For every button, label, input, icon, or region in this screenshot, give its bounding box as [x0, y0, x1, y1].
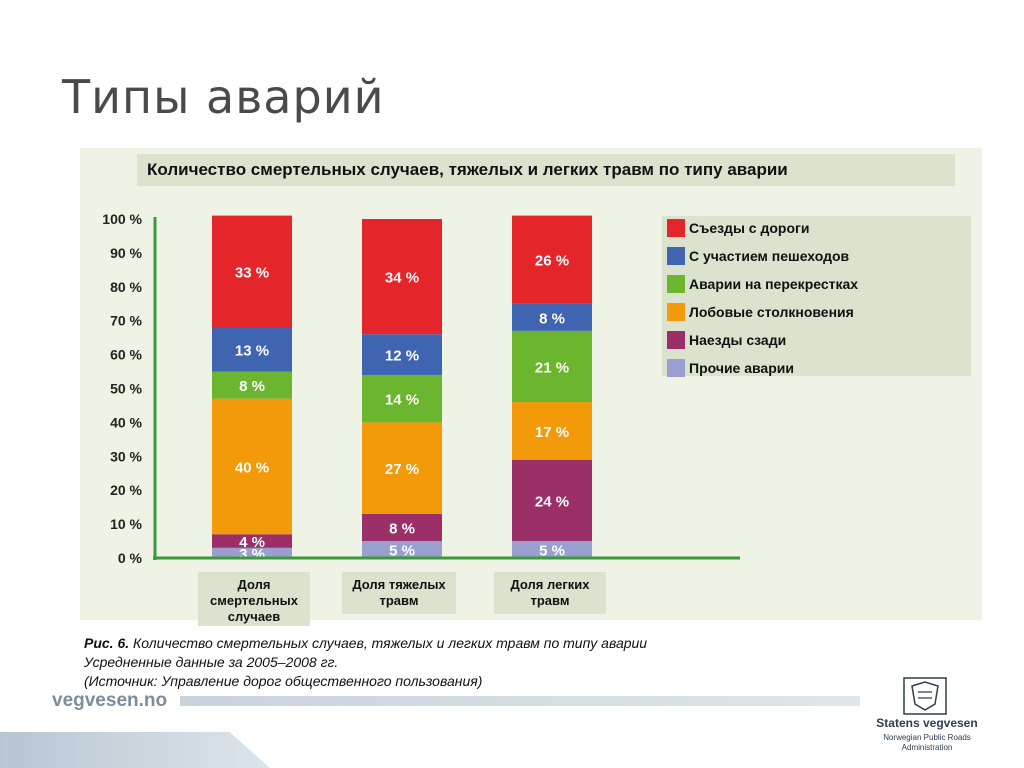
bar-segment [212, 371, 292, 399]
bar-segment [512, 459, 592, 542]
y-tick-label: 90 % [110, 245, 142, 261]
x-category-label: Доля смертельных случаев [198, 572, 310, 626]
slide-title: Типы аварий [62, 70, 385, 124]
bar-segment [362, 334, 442, 375]
bar-segment [512, 402, 592, 460]
figure-heading: Количество смертельных случаев, тяжелых … [137, 154, 955, 186]
x-category-label-line: травм [530, 593, 570, 608]
figure-caption: Рис. 6. Количество смертельных случаев, … [84, 634, 647, 691]
org-subtitle-line-2: Administration [901, 743, 953, 752]
y-tick-label: 60 % [110, 347, 142, 363]
legend-label: Прочие аварии [689, 360, 794, 376]
chart-legend: Съезды с дороги С участием пешеходов Авари… [662, 216, 971, 377]
bar-segment [212, 398, 292, 535]
bar-data-label: 34 % [385, 270, 419, 287]
legend-swatch [667, 275, 685, 293]
y-tick-label: 20 % [110, 482, 142, 498]
legend-swatch [667, 219, 685, 237]
x-category-label: Доля легких травм [494, 572, 606, 614]
caption-title: Количество смертельных случаев, тяжелых … [129, 635, 648, 651]
y-tick-label: 70 % [110, 313, 142, 329]
legend-swatch [667, 247, 685, 265]
org-subtitle-line-1: Norwegian Public Roads [883, 733, 971, 742]
bar-data-label: 14 % [385, 392, 419, 409]
bar-segment [212, 547, 292, 558]
bar-data-label: 8 % [539, 310, 565, 327]
legend-swatch [667, 359, 685, 377]
bar-segment [512, 330, 592, 403]
y-tick-label: 10 % [110, 516, 142, 532]
bar-data-label: 27 % [385, 461, 419, 478]
y-tick-label: 100 % [102, 211, 142, 227]
bar-data-label: 40 % [235, 459, 269, 476]
y-tick-label: 30 % [110, 448, 142, 464]
legend-label: Аварии на перекрестках [689, 276, 859, 292]
bar-segment [512, 303, 592, 331]
site-link[interactable]: vegvesen.no [52, 690, 168, 711]
y-tick-label: 0 % [118, 550, 143, 566]
y-tick-label: 50 % [110, 381, 142, 397]
caption-line-3: (Источник: Управление дорог общественног… [84, 673, 483, 689]
x-category-label-line: Доля легких [510, 577, 590, 592]
bar-data-label: 8 % [389, 520, 415, 537]
caption-line-2: Усредненные данные за 2005–2008 гг. [84, 654, 339, 670]
bar-data-label: 13 % [235, 343, 269, 360]
x-category-label: Доля тяжелых травм [342, 572, 456, 614]
bar-segment [212, 534, 292, 548]
legend-label: Наезды сзади [689, 332, 787, 348]
bar-segment [212, 215, 292, 328]
bar-data-label: 8 % [239, 378, 265, 395]
bar-segment [362, 219, 442, 335]
bar-data-label: 33 % [235, 265, 269, 282]
x-category-label-line: случаев [227, 609, 281, 624]
bar-segment [362, 422, 442, 514]
bar-data-label: 5 % [539, 543, 565, 560]
bar-data-label: 24 % [535, 493, 569, 510]
x-category-label-line: смертельных [210, 593, 298, 608]
x-category-label-line: Доля тяжелых [352, 577, 446, 592]
shield-emblem-icon [903, 677, 947, 715]
x-category-label-line: травм [379, 593, 419, 608]
bar-segment [512, 215, 592, 304]
legend-label: Съезды с дороги [689, 220, 810, 236]
legend-swatch [667, 331, 685, 349]
bar-data-label: 12 % [385, 348, 419, 365]
bar-segment [362, 374, 442, 423]
caption-line-1: Рис. 6. Количество смертельных случаев, … [84, 634, 647, 653]
x-category-label-line: Доля [237, 577, 271, 592]
bar-data-label: 26 % [535, 253, 569, 270]
legend-swatch [667, 303, 685, 321]
footer-wedge [0, 732, 270, 768]
y-tick-label: 80 % [110, 279, 142, 295]
org-name: Statens vegvesen [876, 716, 978, 730]
bar-data-label: 21 % [535, 359, 569, 376]
bar-segment [362, 513, 442, 542]
footer-stripe [180, 696, 860, 706]
bar-data-label: 5 % [389, 543, 415, 560]
bar-segment [362, 541, 442, 558]
bar-segment [512, 541, 592, 558]
y-tick-label: 40 % [110, 414, 142, 430]
org-subtitle: Norwegian Public Roads Administration [862, 733, 992, 753]
caption-figure-number: Рис. 6. [84, 635, 130, 651]
bar-data-label: 4 % [239, 534, 265, 551]
bar-data-label: 17 % [535, 424, 569, 441]
legend-label: Лобовые столкновения [689, 304, 854, 320]
bar-segment [212, 327, 292, 372]
legend-label: С участием пешеходов [689, 248, 850, 264]
